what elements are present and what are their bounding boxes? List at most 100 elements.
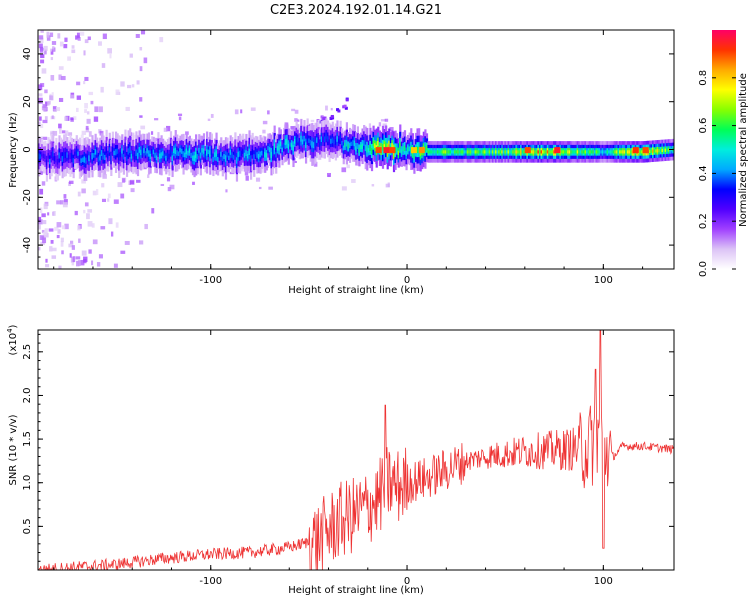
spectrogram-noise [39,235,44,241]
spectrogram-noise [49,139,52,146]
spectrogram-noise [382,123,387,128]
spectrogram-noise [58,123,62,129]
spectrogram-hotspot [554,147,561,154]
spectrogram-noise [52,106,57,112]
spectrogram-cell [97,156,100,162]
spectrogram-noise [43,203,48,210]
snr-y-tick-label: 0.5 [22,518,33,534]
spectrogram-noise [42,103,47,108]
spectrogram-cell [407,147,410,152]
spectrogram-cell [637,150,641,154]
spectrogram-cell [499,150,502,154]
spectrogram-cell [140,149,143,156]
spectrogram-cell [344,142,347,148]
spectrogram-cell [176,150,179,156]
spectrogram-cell [267,145,270,151]
spectrogram-cell [314,140,317,147]
spectrogram-cell [460,150,463,154]
spectrogram-noise [92,239,98,245]
spectrogram-cell [70,153,74,159]
spectrogram-cell [278,144,281,151]
spectrogram-noise [144,223,148,230]
spectrogram-cell [179,148,182,153]
spectrogram-noise [297,119,300,122]
spectrogram-noise [88,91,94,96]
spectrogram-cell [110,155,113,161]
spectrogram-noise [51,41,57,45]
spectrogram-cell [207,149,210,155]
spectrogram-cell [366,146,369,153]
spectrogram-noise [351,179,356,183]
spectrogram-noise [39,207,43,214]
spectrogram-cell [337,138,341,144]
spectrogram-noise [341,167,347,173]
spectrogram-cell [520,150,523,154]
spectrogram-cell [50,151,53,159]
spectrogram-noise [45,258,48,263]
spectrogram-cell [42,153,45,159]
spectrogram-noise [79,31,85,36]
spectrogram-cell [61,156,64,162]
spectrogram-cell [435,150,438,154]
spectrogram-cell [515,150,518,154]
spectrogram-noise [378,122,382,127]
spectrogram-x-tick-label: -100 [199,275,222,286]
spectrogram-cell [325,133,328,139]
spectrogram-cell [494,150,498,154]
spectrogram-noise [52,130,58,136]
spectrogram-noise [60,237,64,243]
spectrogram-noise [49,95,54,101]
spectrogram-noise [38,219,43,225]
spectrogram-cell [304,142,308,148]
spectrogram-noise [210,113,214,118]
spectrogram-cell [653,149,656,153]
spectrogram-cell [516,150,520,154]
spectrogram-cell [336,136,339,142]
spectrogram-cell [433,150,436,154]
spectrogram-noise [136,179,141,183]
spectrogram-cell [259,151,262,158]
spectrogram-cell [135,149,138,157]
spectrogram-noise [294,160,297,163]
spectrogram-cell [400,149,403,154]
spectrogram-cell [359,144,363,150]
spectrogram-cell [505,150,509,154]
spectrogram-cell [141,148,144,155]
spectrogram-cell [597,150,600,154]
spectrogram-noise [107,193,111,199]
spectrogram-noise [325,105,328,111]
spectrogram-cell [381,144,385,151]
spectrogram-cell [570,150,573,154]
spectrogram-noise [86,118,91,124]
spectrogram-noise [294,118,298,122]
spectrogram-noise [38,97,43,104]
spectrogram-cell [590,150,593,154]
spectrogram-cell [113,150,116,156]
spectrogram-noise [44,116,48,120]
spectrogram-cell [341,140,344,146]
spectrogram-cell [593,150,597,154]
spectrogram-noise [143,57,148,64]
spectrogram-noise [83,259,87,264]
spectrogram-cell [534,150,537,154]
spectrogram-noise [154,118,159,121]
spectrogram-cell [240,150,243,157]
spectrogram-cell [182,151,185,158]
spectrogram-cell [293,139,297,144]
spectrogram-noise [61,250,64,255]
spectrogram-noise [130,180,135,184]
spectrogram-noise [49,246,53,252]
spectrogram-cell [600,150,603,154]
spectrogram-noise [169,184,175,190]
spectrogram-noise [384,118,389,122]
spectrogram-noise [120,250,126,254]
spectrogram-noise [322,117,326,121]
spectrogram-noise [140,30,146,35]
spectrogram-noise [99,130,104,136]
spectrogram-noise [41,106,47,111]
spectrogram-cell [328,139,331,146]
spectrogram-noise [58,265,62,269]
spectrogram-cell [92,153,96,158]
spectrogram-y-tick-label: -20 [22,189,33,205]
spectrogram-cell [471,150,474,154]
